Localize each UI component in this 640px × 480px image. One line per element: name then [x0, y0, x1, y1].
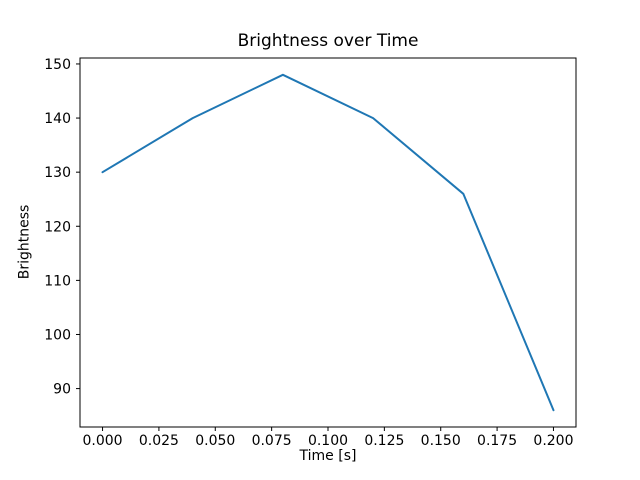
y-tick-label: 140 — [44, 111, 71, 127]
y-tick-label: 120 — [44, 219, 71, 235]
y-tick-label: 90 — [53, 382, 71, 398]
x-tick-label: 0.100 — [308, 433, 348, 449]
y-tick-label: 100 — [44, 327, 71, 343]
brightness-line — [101, 73, 555, 412]
chart-title: Brightness over Time — [237, 31, 419, 51]
x-tick-label: 0.125 — [364, 433, 404, 449]
x-tick-label: 0.000 — [82, 433, 122, 449]
x-tick-label: 0.050 — [195, 433, 235, 449]
x-axis-label: Time [s] — [299, 448, 357, 464]
x-tick-label: 0.025 — [139, 433, 179, 449]
axes-spines — [79, 57, 577, 428]
x-tick-label: 0.175 — [477, 433, 517, 449]
y-tick-label: 130 — [44, 165, 71, 181]
y-tick-label: 110 — [44, 273, 71, 289]
y-tick-label: 150 — [44, 57, 71, 73]
x-tick-label: 0.150 — [421, 433, 461, 449]
x-tick-label: 0.200 — [533, 433, 573, 449]
x-tick-label: 0.075 — [252, 433, 292, 449]
